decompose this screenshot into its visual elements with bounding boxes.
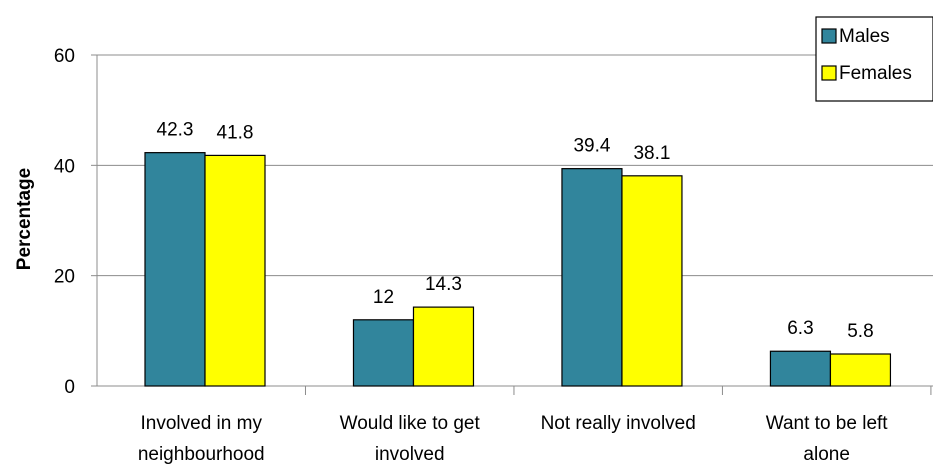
y-tick-label: 60 — [54, 46, 75, 67]
x-category-label: Not really involved — [541, 413, 696, 434]
data-label: 39.4 — [573, 136, 610, 157]
bar-females-1 — [412, 306, 475, 387]
bar-males-1 — [352, 319, 415, 387]
x-category-label: involved — [375, 444, 445, 465]
x-category-label: neighbourhood — [138, 444, 265, 465]
data-labels: 42.3 41.8 12 14.3 39.4 38.1 6.3 5.8 — [157, 120, 874, 342]
y-tick-label: 20 — [54, 267, 75, 288]
bar-males-2 — [561, 168, 623, 387]
legend-label-females: Females — [839, 63, 912, 84]
legend-swatch-females — [821, 65, 837, 81]
legend-label-males: Males — [839, 26, 890, 47]
data-label: 14.3 — [425, 274, 462, 295]
legend: Males Females — [815, 16, 933, 102]
x-category-label: Involved in my — [141, 413, 263, 434]
data-label: 41.8 — [217, 122, 254, 143]
bar-females-2 — [621, 175, 683, 387]
bar-females-3 — [829, 353, 892, 387]
data-label: 12 — [373, 287, 394, 308]
x-category-label: Want to be left — [766, 413, 889, 434]
y-tick-label: 0 — [64, 377, 75, 398]
data-label: 6.3 — [787, 318, 813, 339]
bars — [144, 152, 892, 387]
bar-males-3 — [769, 350, 832, 387]
data-label: 42.3 — [157, 120, 194, 141]
x-category-label: Would like to get — [340, 413, 481, 434]
data-label: 5.8 — [847, 321, 873, 342]
bar-males-0 — [144, 152, 206, 387]
y-axis-label: Percentage — [14, 168, 35, 270]
y-tick-label: 40 — [54, 156, 75, 177]
data-label: 38.1 — [633, 143, 670, 164]
bar-females-0 — [204, 154, 266, 387]
legend-swatch-males — [821, 28, 837, 44]
x-category-label: alone — [803, 444, 850, 465]
